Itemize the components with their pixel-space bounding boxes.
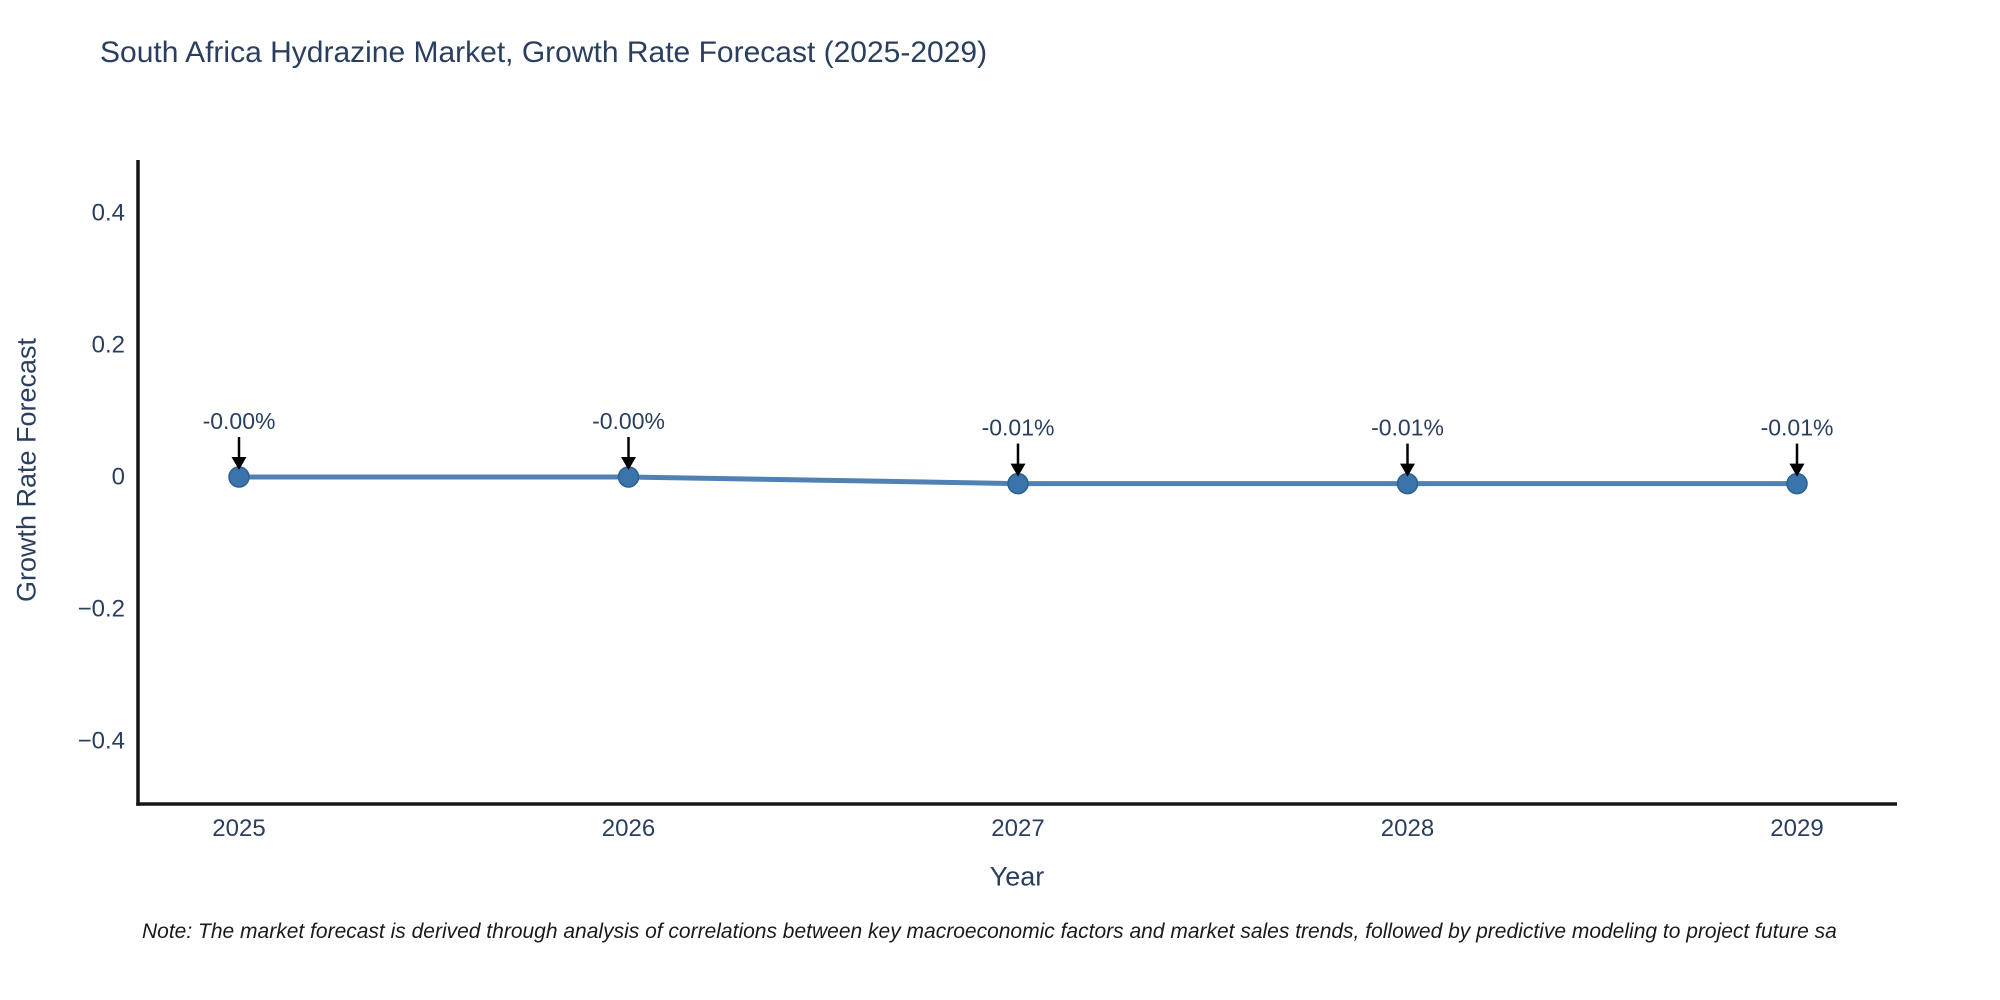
x-tick-label: 2028: [1381, 815, 1434, 842]
x-tick-label: 2029: [1770, 815, 1823, 842]
y-tick-label: 0: [112, 464, 125, 491]
data-point-label: -0.01%: [1761, 415, 1834, 441]
x-tick-label: 2025: [212, 815, 265, 842]
data-point-label: -0.00%: [203, 408, 276, 434]
x-axis-title: Year: [989, 861, 1045, 892]
data-point-label: -0.01%: [982, 415, 1055, 441]
y-tick-label: 0.4: [92, 200, 125, 227]
annotation-arrowhead: [1010, 463, 1026, 477]
x-tick-label: 2026: [602, 815, 655, 842]
chart-title: South Africa Hydrazine Market, Growth Ra…: [100, 36, 988, 69]
annotation-arrowhead: [231, 457, 247, 470]
annotation-arrowhead: [1400, 463, 1415, 477]
y-tick-label: −0.2: [78, 596, 125, 623]
x-tick-label: 2027: [991, 815, 1044, 842]
footnote: Note: The market forecast is derived thr…: [142, 920, 1837, 943]
data-point-label: -0.01%: [1371, 415, 1444, 441]
annotation-arrowhead: [1789, 463, 1805, 477]
y-tick-label: 0.2: [92, 332, 125, 359]
data-point-label: -0.00%: [592, 408, 665, 434]
annotation-arrowhead: [621, 457, 636, 470]
y-tick-label: −0.4: [78, 728, 125, 755]
